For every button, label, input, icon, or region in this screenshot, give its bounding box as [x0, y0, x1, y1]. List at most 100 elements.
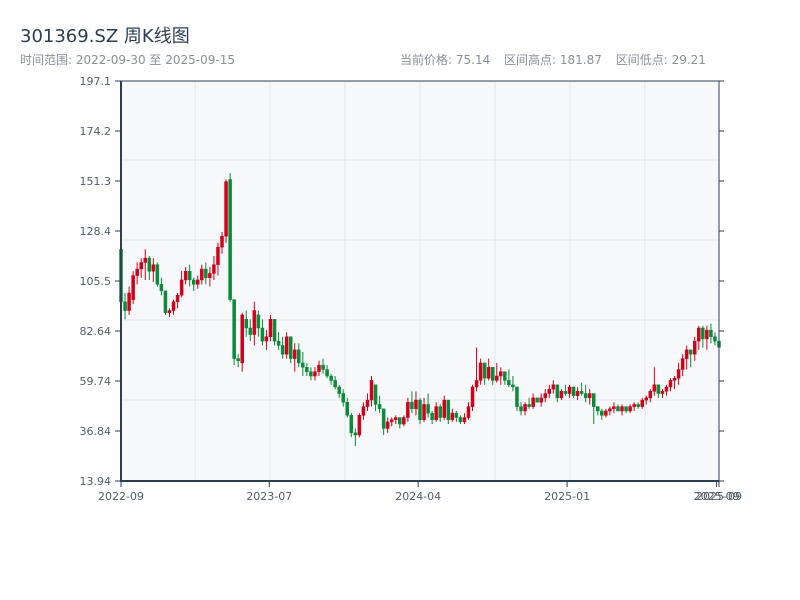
candle-up	[668, 380, 673, 388]
candle-down	[244, 319, 249, 329]
candle-down	[482, 362, 487, 379]
candle-up	[369, 380, 374, 401]
candle-down	[349, 415, 354, 434]
candle-up	[171, 301, 176, 311]
candle-up	[313, 371, 317, 377]
candle-up	[284, 336, 289, 355]
candle-down	[624, 406, 628, 412]
candle-up	[385, 421, 390, 429]
y-tick-label: 151.3	[80, 175, 112, 188]
candle-up	[442, 399, 446, 418]
candle-up	[450, 412, 455, 420]
candle-up	[167, 310, 172, 313]
y-tick-label: 59.74	[80, 375, 112, 388]
candle-up	[587, 393, 592, 399]
y-tick-label: 174.2	[80, 125, 112, 138]
candle-down	[155, 264, 160, 285]
candle-down	[701, 327, 705, 340]
candle-down	[288, 336, 293, 359]
candle-down	[713, 336, 717, 342]
candle-up	[212, 264, 216, 274]
candle-up	[151, 264, 156, 272]
candle-up	[495, 375, 499, 381]
candle-down	[301, 362, 305, 368]
candle-down	[410, 401, 414, 410]
candle-up	[389, 419, 394, 423]
candle-down	[236, 358, 240, 362]
x-tick-label: 2023-07	[246, 490, 292, 503]
y-tick-label: 13.94	[80, 475, 112, 488]
date-range-label: 时间范围: 2022-09-30 至 2025-09-15	[20, 53, 235, 67]
chart-title: 301369.SZ 周K线图	[20, 26, 190, 47]
candle-up	[317, 364, 321, 372]
candle-up	[434, 406, 438, 420]
candle-down	[503, 371, 507, 381]
candle-down	[123, 301, 127, 311]
candle-down	[426, 404, 430, 414]
candle-up	[478, 362, 483, 381]
candle-down	[398, 417, 402, 425]
candle-up	[640, 399, 644, 407]
candle-down	[446, 399, 451, 420]
candle-down	[579, 391, 584, 394]
y-tick-label: 82.64	[80, 325, 112, 338]
candle-up	[652, 384, 657, 392]
candle-down	[507, 380, 511, 386]
x-tick-label: 2022-09	[98, 490, 144, 503]
candle-up	[676, 369, 681, 379]
candle-up	[175, 294, 180, 303]
candle-up	[143, 257, 147, 263]
candle-up	[200, 268, 204, 281]
candle-up	[684, 349, 689, 359]
candle-down	[381, 408, 386, 429]
x-tick-label: 2025-01	[544, 490, 590, 503]
candle-up	[462, 417, 467, 423]
candle-down	[688, 349, 693, 355]
candle-down	[345, 401, 350, 416]
candle-down	[305, 367, 309, 372]
candle-down	[276, 340, 281, 346]
candle-down	[353, 432, 358, 436]
candle-up	[240, 314, 244, 364]
candle-down	[232, 299, 236, 359]
candle-down	[248, 327, 253, 335]
x-tick-label: 2024-04	[395, 490, 441, 503]
candle-up	[632, 404, 636, 407]
candle-up	[252, 310, 257, 335]
candle-down	[309, 371, 313, 377]
candle-down	[341, 393, 345, 403]
candle-up	[672, 377, 677, 381]
candle-up	[216, 246, 220, 265]
candle-down	[228, 179, 232, 300]
y-tick-label: 128.4	[80, 225, 112, 238]
candle-down	[256, 314, 261, 329]
candle-down	[187, 270, 192, 281]
candle-down	[583, 393, 588, 399]
candle-up	[361, 406, 366, 416]
candle-down	[519, 406, 523, 412]
candle-up	[422, 404, 426, 420]
candle-down	[204, 268, 208, 279]
candle-down	[280, 345, 285, 355]
candle-down	[458, 417, 463, 423]
candle-up	[499, 371, 503, 377]
candle-up	[664, 386, 669, 392]
candle-down	[656, 384, 661, 394]
candle-down	[272, 319, 277, 342]
candle-up	[486, 367, 491, 379]
candle-up	[543, 393, 548, 399]
candle-down	[571, 386, 576, 396]
candle-up	[604, 410, 608, 416]
candle-down	[511, 384, 515, 388]
candle-up	[466, 406, 471, 418]
candle-down	[329, 375, 333, 381]
candle-up	[139, 262, 143, 270]
candle-up	[414, 399, 418, 410]
x-tick-label: 2025-09	[696, 490, 742, 503]
candle-up	[131, 275, 135, 300]
candle-up	[680, 358, 685, 370]
candle-down	[325, 369, 329, 377]
y-tick-label: 36.84	[80, 425, 112, 438]
candle-down	[418, 399, 422, 420]
